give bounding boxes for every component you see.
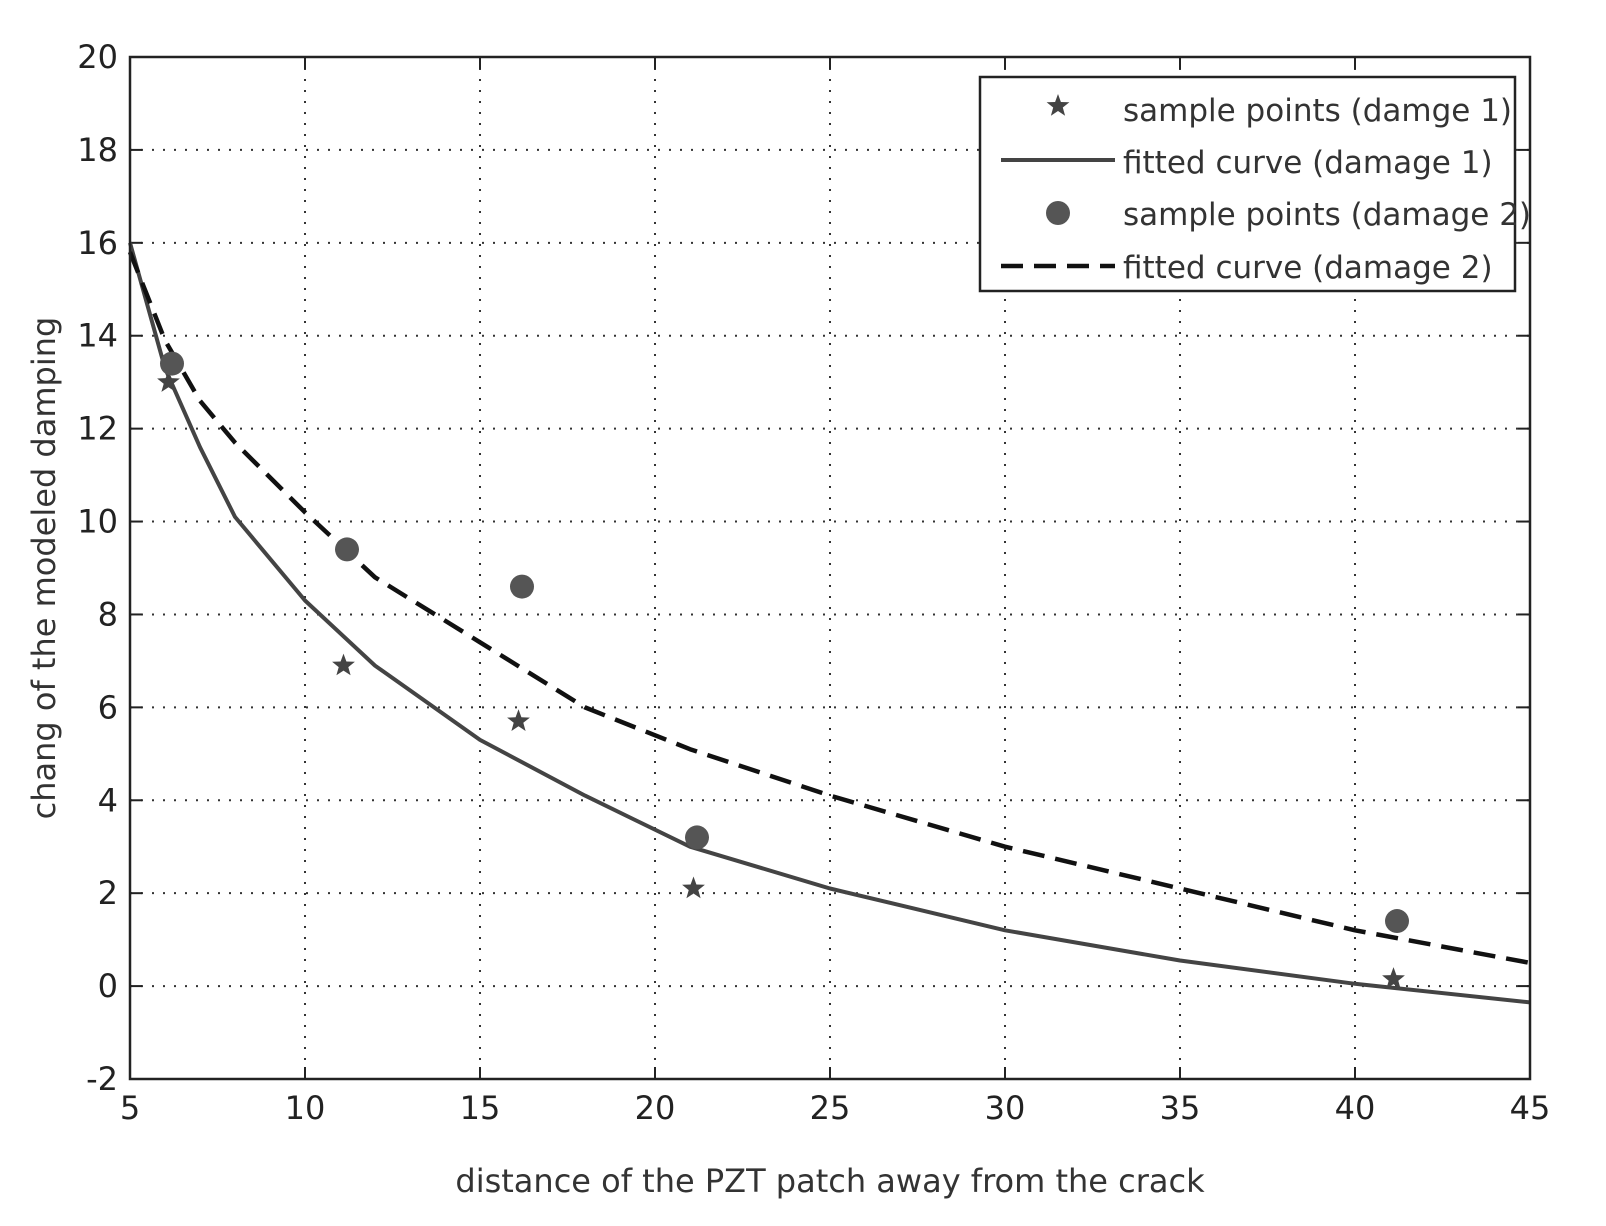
circle-data-point [685, 825, 709, 850]
circle-data-point [1385, 909, 1409, 934]
y-tick-label: 16 [77, 224, 118, 262]
series-layer [127, 242, 1531, 1005]
y-tick-label: 12 [77, 410, 118, 448]
y-tick-label: 8 [98, 595, 118, 633]
legend-box [978, 75, 1517, 293]
legend-label-fitted-damage-2: fitted curve (damage 2) [1123, 250, 1493, 286]
y-tick-label: 20 [77, 38, 118, 76]
legend-label-sample-damage-2: sample points (damage 2) [1123, 197, 1531, 233]
x-tick-label: 30 [985, 1089, 1026, 1127]
y-tick-label: 4 [98, 781, 118, 819]
star-data-point [682, 876, 705, 899]
legend-label-sample-damage-1: sample points (damge 1) [1123, 93, 1512, 129]
x-tick-label: 10 [285, 1089, 326, 1127]
y-tick-label: -2 [86, 1060, 118, 1098]
x-tick-label: 25 [810, 1089, 851, 1127]
circle-data-point [510, 574, 534, 599]
series-line-2 [128, 242, 1531, 1005]
star-data-point [1382, 967, 1405, 989]
plot-frame [128, 55, 1532, 1081]
x-tick-label: 35 [1160, 1089, 1201, 1127]
legend: sample points (damge 1) fitted curve (da… [978, 75, 1531, 293]
y-tick-label: 6 [98, 688, 118, 726]
star-data-point [332, 653, 355, 676]
star-data-point [507, 709, 530, 731]
x-tick-label: 15 [460, 1089, 501, 1127]
circle-data-point [335, 537, 359, 562]
x-tick-label: 5 [120, 1089, 140, 1127]
y-tick-label: 0 [98, 967, 118, 1005]
x-axis-label: distance of the PZT patch away from the … [455, 1162, 1205, 1200]
x-tick-label: 20 [635, 1089, 676, 1127]
legend-star-marker [1046, 94, 1070, 116]
y-tick-label: 14 [77, 317, 118, 355]
legend-label-fitted-damage-1: fitted curve (damage 1) [1123, 145, 1493, 181]
star-data-point [157, 370, 180, 392]
legend-circle-marker [1046, 201, 1070, 225]
y-tick-label: 2 [98, 874, 118, 912]
axis-ticks: 5 10 15 20 25 30 35 40 45 -2 0 2 4 6 8 10 12 14 16 18 20 [77, 38, 1550, 1127]
y-tick-label: 10 [77, 503, 118, 541]
series-line-4 [127, 251, 1531, 966]
circle-data-point [160, 351, 184, 376]
x-tick-label: 45 [1510, 1089, 1551, 1127]
y-tick-label: 18 [77, 131, 118, 169]
x-tick-label: 40 [1335, 1089, 1376, 1127]
y-axis-label: chang of the modeled damping [25, 317, 63, 820]
